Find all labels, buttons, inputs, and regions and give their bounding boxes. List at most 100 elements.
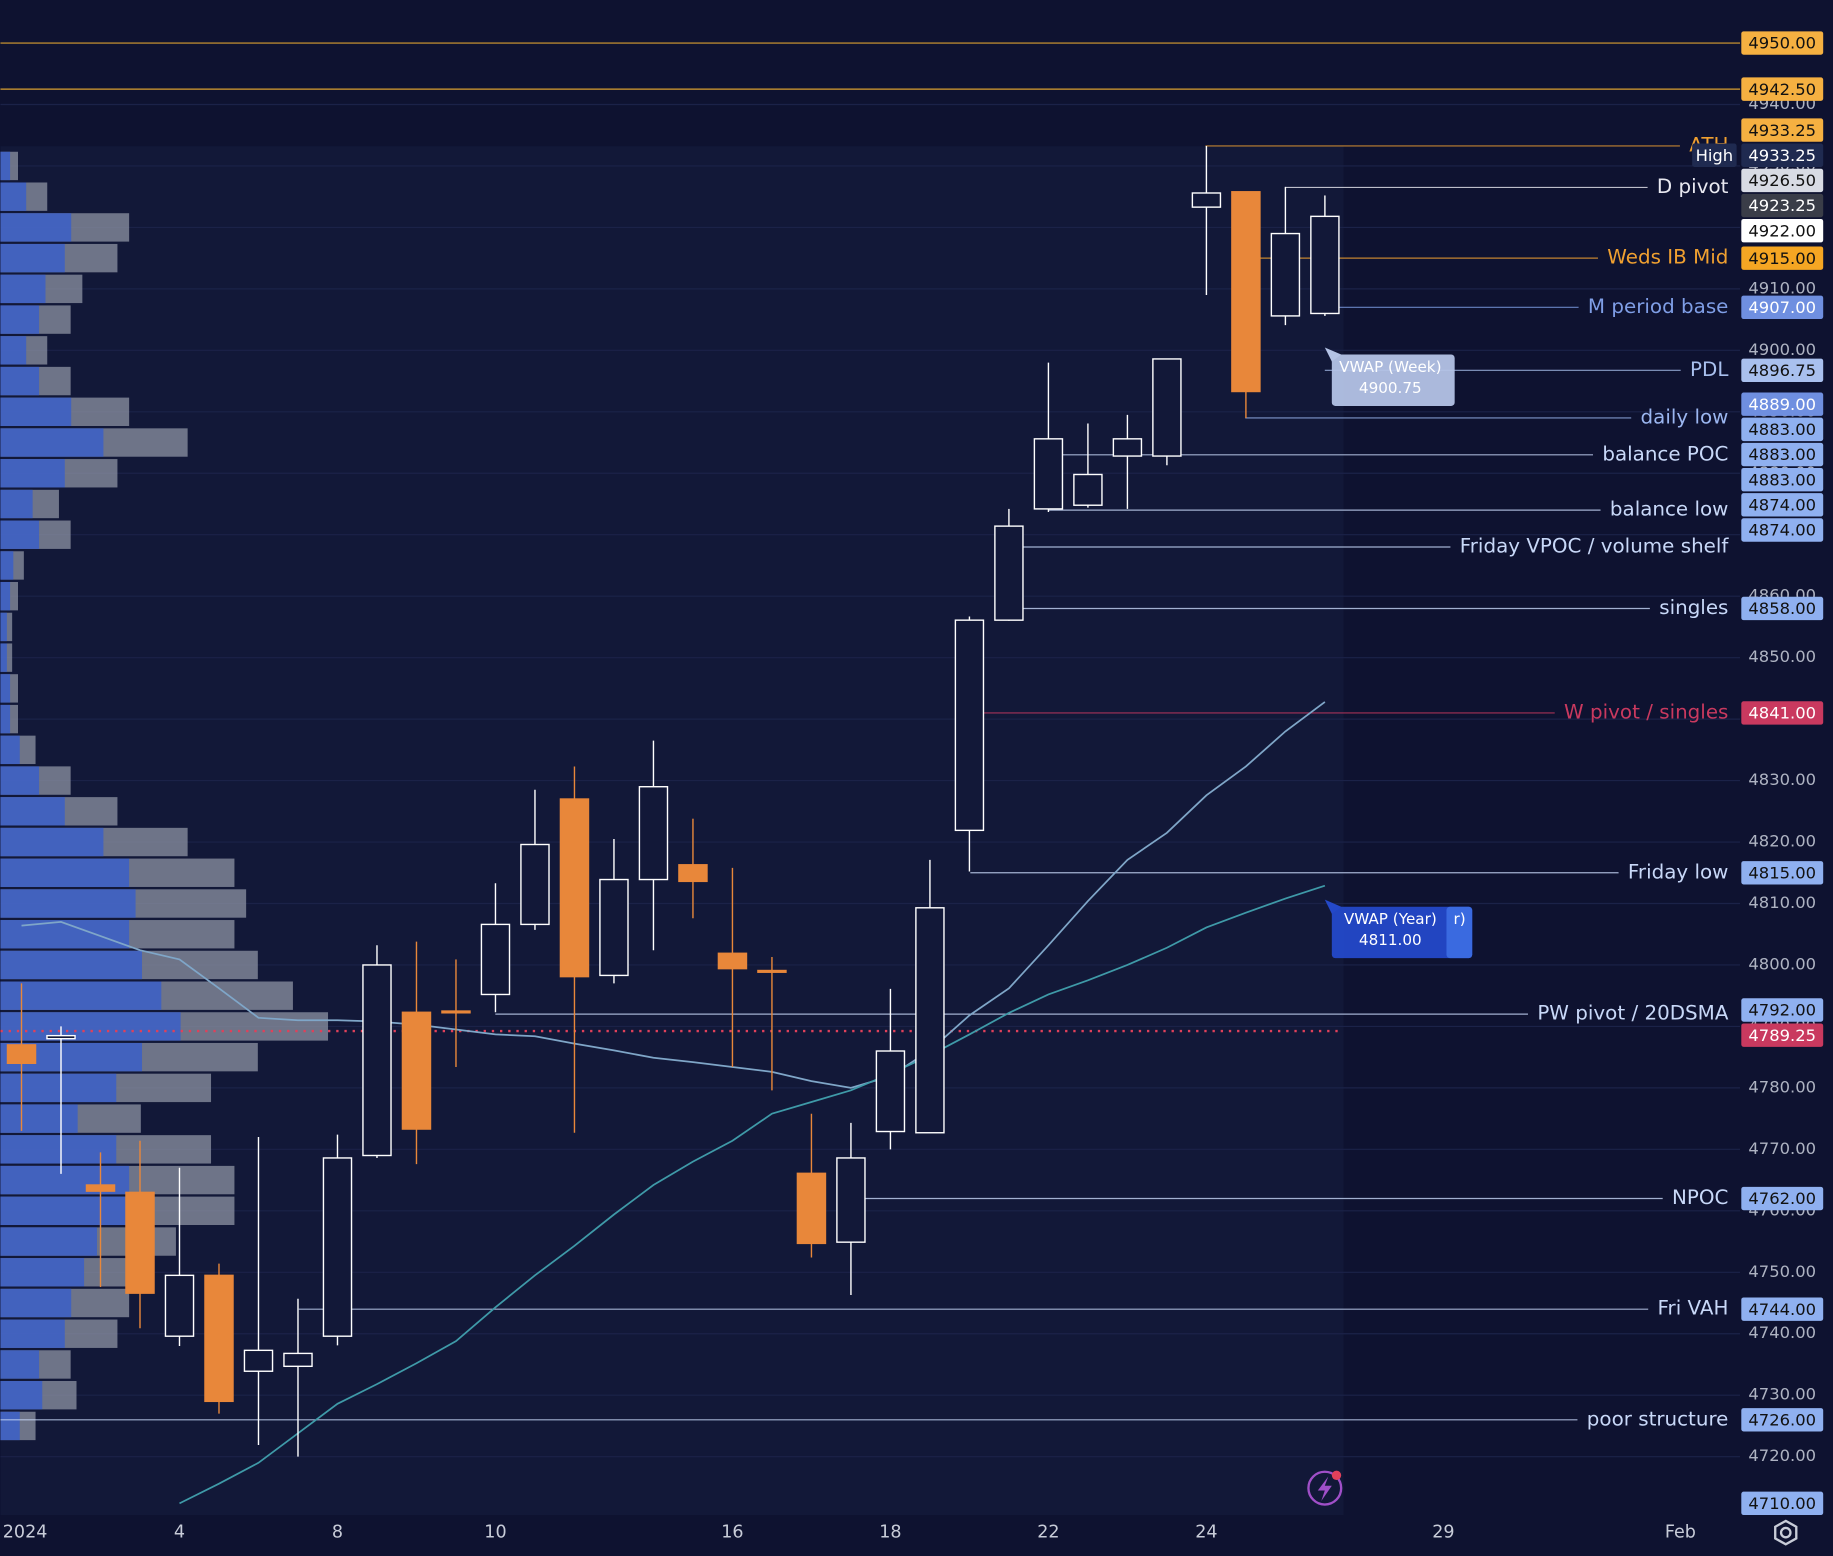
price-tag-label: 4942.50 <box>1748 80 1816 99</box>
price-tag-label: 4922.00 <box>1748 221 1816 240</box>
profile-bar-core <box>0 581 11 611</box>
profile-bar-core <box>0 1411 20 1441</box>
price-tag-label: 4792.00 <box>1748 1001 1816 1020</box>
candle-body <box>717 952 748 970</box>
x-tick-label: 16 <box>721 1523 743 1543</box>
candle-body <box>125 1191 155 1294</box>
price-tag <box>1741 118 1824 142</box>
profile-bar-core <box>0 305 40 334</box>
profile-bar-core <box>0 858 130 887</box>
candle-body <box>836 1157 866 1243</box>
profile-bar-core <box>0 366 40 396</box>
annotation-title: VWAP (Year) <box>1344 910 1437 928</box>
price-tag-label: 4883.00 <box>1748 420 1816 439</box>
candle-body <box>401 1011 432 1130</box>
annotation-pointer <box>1324 347 1342 362</box>
price-tag <box>1741 596 1824 621</box>
candle-body <box>520 843 550 926</box>
price-tag <box>1741 442 1824 467</box>
profile-bar-core <box>0 151 11 181</box>
level-label: singles <box>1659 596 1728 619</box>
candle-body <box>480 923 511 996</box>
settings-icon[interactable] <box>1774 1519 1798 1546</box>
price-tag <box>1741 861 1824 885</box>
price-tag-label: 4762.00 <box>1748 1189 1816 1208</box>
candle-body <box>954 619 985 832</box>
profile-bar-core <box>0 1350 40 1379</box>
alert-icon[interactable] <box>1307 1470 1343 1506</box>
price-tag-label: 4744.00 <box>1748 1300 1816 1319</box>
price-tag-label: 4841.00 <box>1748 704 1816 723</box>
price-tag-label: 4815.00 <box>1748 863 1816 882</box>
price-tag <box>1741 295 1824 320</box>
price-tag-label: 4923.25 <box>1748 196 1816 215</box>
profile-bar-core <box>0 428 104 457</box>
price-tag <box>1741 701 1824 725</box>
profile-bar-core <box>0 397 72 426</box>
x-tick-label: 24 <box>1195 1523 1217 1543</box>
price-tag <box>1741 1186 1824 1211</box>
annotation-title: VWAP (Week) <box>1339 358 1441 376</box>
price-tag <box>1741 417 1824 442</box>
x-tick-label: 10 <box>484 1523 506 1543</box>
profile-bar-core <box>0 489 33 519</box>
x-tick-label: 22 <box>1037 1523 1059 1543</box>
candle-body <box>204 1274 234 1403</box>
profile-bar-core <box>0 920 130 949</box>
candle-body <box>915 907 945 1134</box>
price-tag <box>1741 1023 1824 1047</box>
price-tag-label: 4710.00 <box>1748 1494 1816 1513</box>
profile-bar-core <box>0 1319 65 1348</box>
price-tag-label: 4874.00 <box>1748 496 1816 515</box>
price-tag <box>1741 143 1824 167</box>
candle-body <box>441 1010 471 1014</box>
candle-body <box>322 1157 353 1337</box>
price-tag <box>1741 467 1824 492</box>
profile-bar-core <box>0 182 27 211</box>
candle-body <box>796 1172 827 1245</box>
price-tag-label: 4874.00 <box>1748 521 1816 540</box>
candle-body <box>559 798 590 978</box>
candle-body <box>46 1034 76 1040</box>
price-tag-prefix <box>1692 143 1737 167</box>
profile-bar-core <box>0 950 143 980</box>
price-tag-label: 4933.25 <box>1748 146 1816 165</box>
candle-body <box>875 1050 906 1133</box>
price-tag <box>1741 1491 1824 1516</box>
y-tick-label: 4770.00 <box>1748 1139 1816 1158</box>
level-label: balance POC <box>1602 442 1728 465</box>
price-tag-label: 4950.00 <box>1748 34 1816 53</box>
y-tick-label: 4740.00 <box>1748 1323 1816 1342</box>
price-tag <box>1741 31 1824 55</box>
candle-body <box>1112 438 1143 457</box>
level-label: daily low <box>1641 405 1729 428</box>
y-tick-label: 4910.00 <box>1748 278 1816 297</box>
candle-body <box>599 878 629 977</box>
candle-body <box>283 1352 313 1368</box>
price-tag-label: 4883.00 <box>1748 470 1816 489</box>
price-tag <box>1741 168 1824 193</box>
profile-bar-core <box>0 1258 85 1287</box>
price-tag-label: 4883.00 <box>1748 445 1816 464</box>
x-tick-label: Feb <box>1665 1523 1696 1543</box>
profile-bar-core <box>0 1104 78 1133</box>
y-tick-label: 4750.00 <box>1748 1262 1816 1281</box>
candle-body <box>638 786 669 881</box>
price-tag <box>1741 193 1824 218</box>
profile-bar-core <box>0 1227 97 1256</box>
price-tag <box>1741 246 1824 270</box>
price-tag-label: 4896.75 <box>1748 361 1816 380</box>
y-tick-label: 4800.00 <box>1748 954 1816 973</box>
x-tick-label: 8 <box>332 1523 343 1543</box>
profile-bar-core <box>0 274 46 304</box>
annotation-tab-text: r) <box>1453 910 1465 928</box>
level-label: Weds IB Mid <box>1607 246 1728 269</box>
price-tag-label: 4726.00 <box>1748 1410 1816 1429</box>
profile-bar-core <box>0 827 104 857</box>
profile-bar-core <box>0 336 27 365</box>
candle-body <box>994 525 1024 621</box>
candle-body <box>6 1044 37 1065</box>
level-label: Friday VPOC / volume shelf <box>1460 535 1730 558</box>
price-tag-label: 4933.25 <box>1748 121 1816 140</box>
